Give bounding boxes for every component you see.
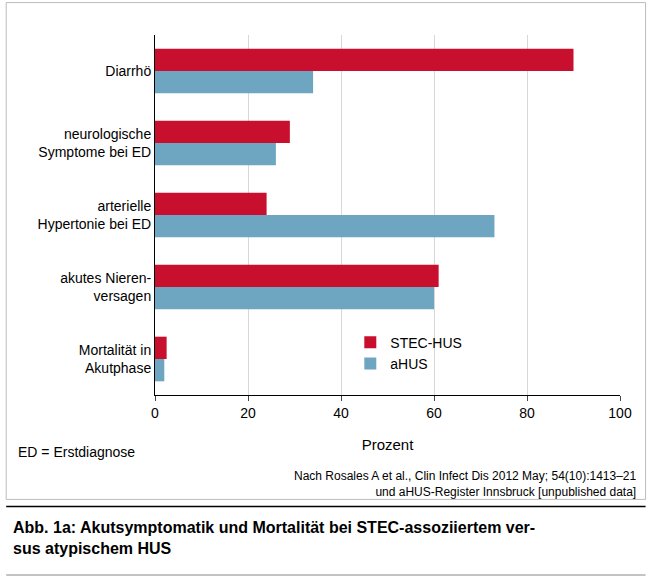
svg-text:ED = Erstdiagnose: ED = Erstdiagnose — [18, 444, 135, 460]
svg-text:arterielleHypertonie bei ED: arterielleHypertonie bei ED — [38, 198, 152, 232]
svg-text:STEC-HUS: STEC-HUS — [390, 335, 462, 351]
svg-text:neurologischeSymptome bei ED: neurologischeSymptome bei ED — [38, 126, 151, 160]
svg-text:100: 100 — [608, 405, 632, 421]
svg-text:akutes Nieren-versagen: akutes Nieren-versagen — [60, 270, 151, 304]
svg-text:20: 20 — [240, 405, 256, 421]
svg-text:Nach Rosales A et al., Clin In: Nach Rosales A et al., Clin Infect Dis 2… — [294, 469, 637, 499]
svg-text:80: 80 — [519, 405, 535, 421]
svg-text:Prozent: Prozent — [362, 436, 415, 453]
svg-text:60: 60 — [426, 405, 442, 421]
svg-text:Mortalität inAkutphase: Mortalität inAkutphase — [79, 342, 152, 376]
svg-text:Abb. 1a: Akutsymptomatik und M: Abb. 1a: Akutsymptomatik und Mortalität … — [13, 519, 535, 557]
svg-text:aHUS: aHUS — [390, 356, 427, 372]
svg-text:40: 40 — [333, 405, 349, 421]
svg-text:Diarrhö: Diarrhö — [105, 63, 151, 79]
svg-text:0: 0 — [151, 405, 159, 421]
